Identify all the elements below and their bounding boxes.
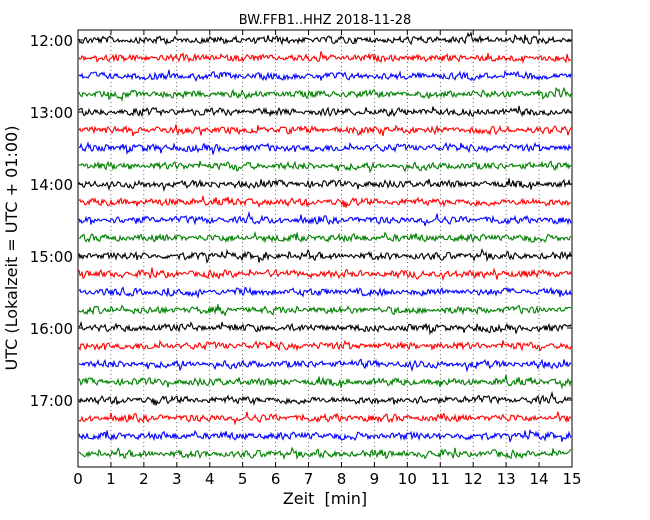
x-tick-label: 7 [304, 470, 314, 488]
x-tick-label: 9 [370, 470, 380, 488]
grid-lines [110, 30, 540, 467]
trace-1515 [78, 267, 572, 282]
trace-1330 [78, 141, 572, 155]
x-tick-label: 14 [530, 470, 549, 488]
x-tick-label: 8 [337, 470, 347, 488]
x-tick-label: 10 [398, 470, 417, 488]
seismic-traces [78, 31, 572, 460]
y-tick-label: 13:00 [30, 104, 73, 122]
trace-1645 [78, 374, 572, 390]
trace-1530 [78, 286, 572, 299]
trace-1545 [78, 304, 572, 317]
trace-1300 [78, 105, 572, 118]
trace-1500 [78, 248, 572, 264]
chart-title: BW.FFB1..HHZ 2018-11-28 [239, 13, 412, 28]
trace-1430 [78, 210, 572, 227]
y-tick-label: 16:00 [30, 320, 73, 338]
x-axis-label: Zeit [min] [283, 489, 367, 508]
x-tick-label: 11 [431, 470, 450, 488]
trace-1630 [78, 358, 572, 373]
trace-1230 [78, 69, 572, 82]
trace-1345 [78, 160, 572, 174]
y-tick-label: 17:00 [30, 392, 73, 410]
trace-1400 [78, 178, 572, 193]
trace-1730 [78, 429, 572, 443]
x-tick-label: 6 [271, 470, 281, 488]
y-axis-label: UTC (Lokalzeit = UTC + 01:00) [2, 126, 21, 371]
plot-frame [77, 29, 573, 468]
x-tick-label: 2 [139, 470, 149, 488]
x-tick-label: 15 [562, 470, 581, 488]
x-axis: 0 1 2 3 4 5 6 7 8 9 10 11 12 13 14 15 [73, 30, 582, 488]
x-tick-label: 13 [497, 470, 516, 488]
y-tick-label: 15:00 [30, 248, 73, 266]
trace-1615 [78, 339, 572, 352]
x-tick-label: 1 [106, 470, 116, 488]
trace-1600 [78, 320, 572, 336]
x-tick-label: 0 [73, 470, 83, 488]
y-tick-label: 14:00 [30, 176, 73, 194]
y-tick-label: 12:00 [30, 32, 73, 50]
trace-1245 [78, 86, 572, 103]
trace-1700 [78, 390, 572, 407]
trace-1415 [78, 195, 572, 209]
x-tick-label: 4 [205, 470, 215, 488]
y-axis: 12:00 13:00 14:00 15:00 16:00 17:00 [30, 32, 572, 410]
trace-1445 [78, 230, 572, 244]
x-tick-label: 5 [238, 470, 248, 488]
trace-1715 [78, 411, 572, 426]
trace-1315 [78, 124, 572, 137]
x-tick-label: 3 [172, 470, 182, 488]
trace-1745 [78, 446, 572, 460]
trace-1215 [78, 51, 572, 65]
trace-1200 [78, 31, 572, 46]
x-tick-label: 12 [464, 470, 483, 488]
